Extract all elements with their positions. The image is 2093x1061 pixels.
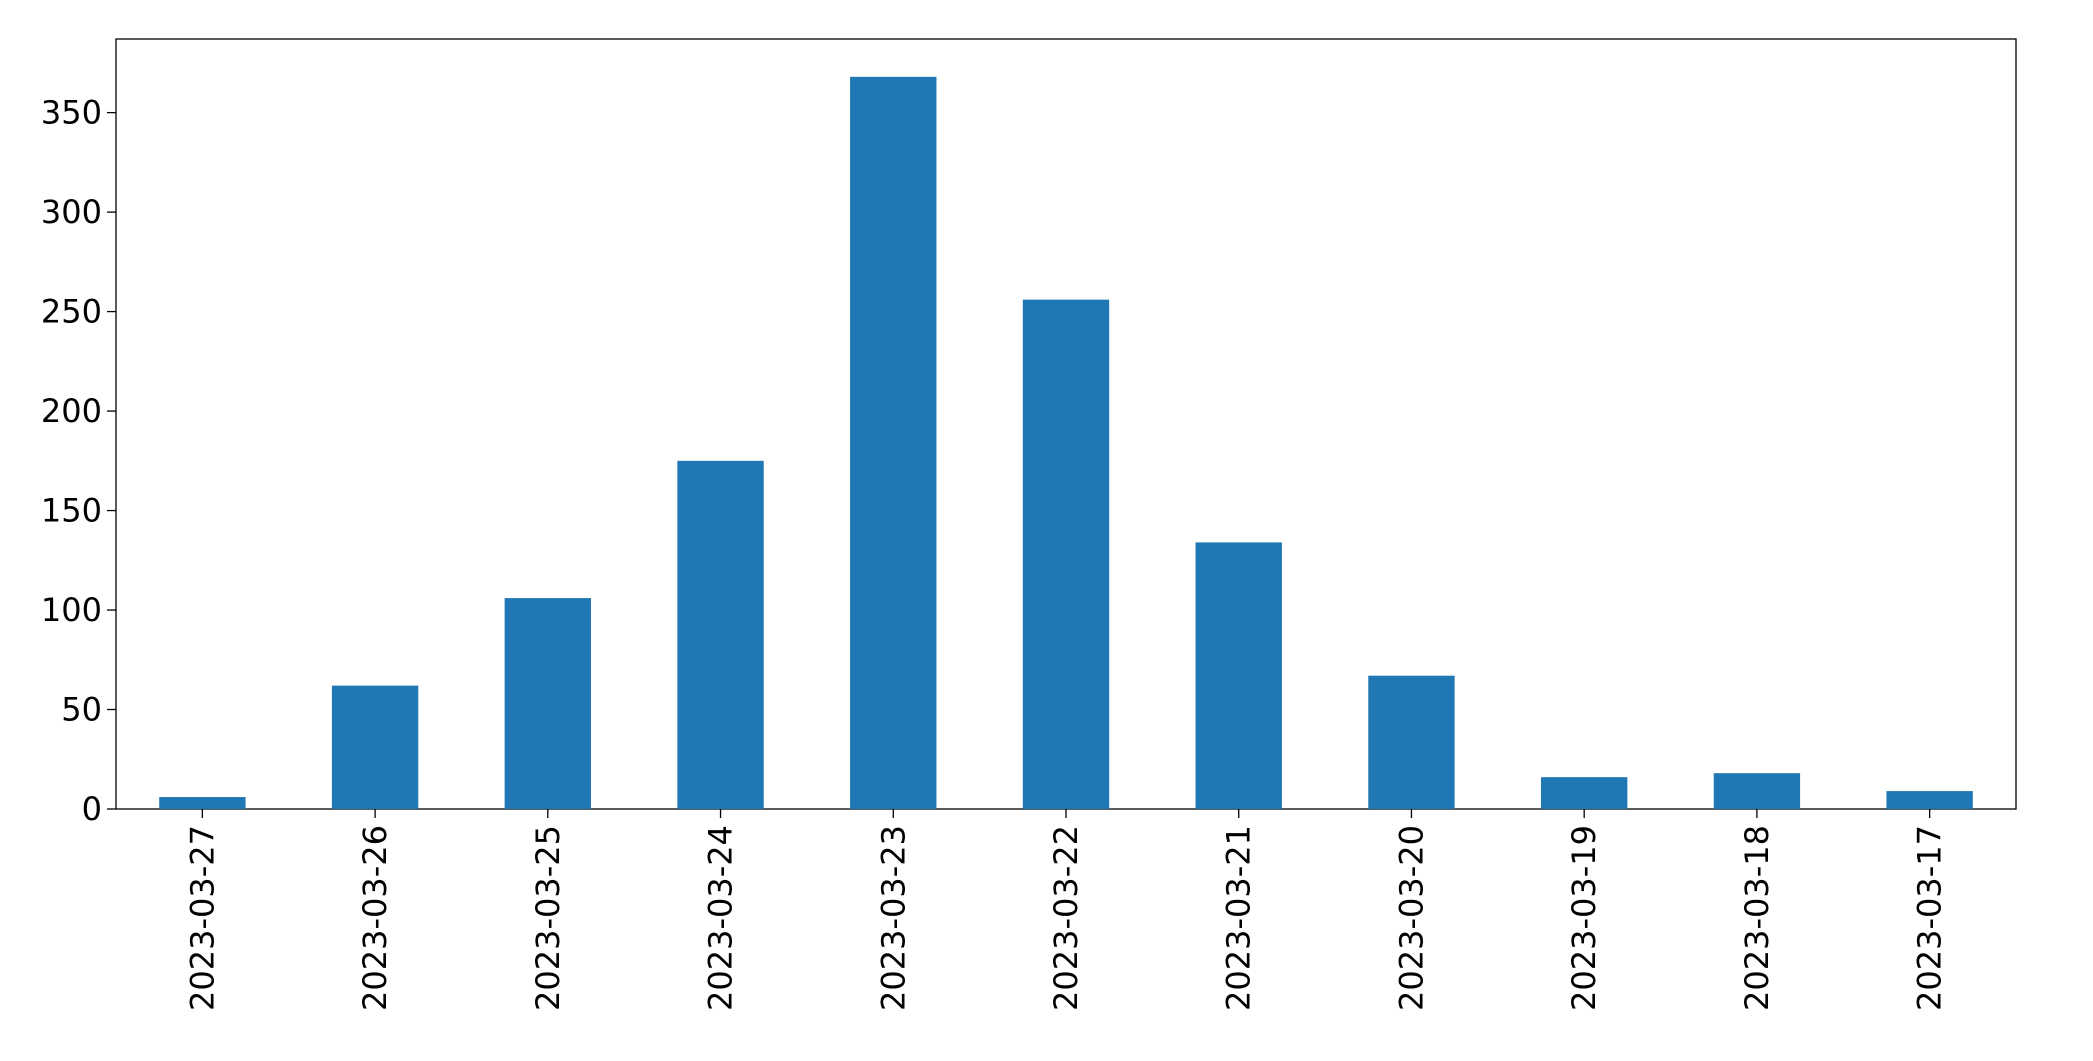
y-tick-label: 250 — [41, 293, 102, 331]
bar — [850, 76, 937, 810]
x-tick-label: 2023-03-22 — [1047, 825, 1085, 1011]
x-tick-label: 2023-03-23 — [874, 825, 912, 1011]
bar — [1195, 542, 1282, 809]
x-tick-label: 2023-03-27 — [183, 825, 221, 1011]
x-tick-label: 2023-03-19 — [1565, 825, 1603, 1011]
x-tick-label: 2023-03-18 — [1738, 825, 1776, 1011]
y-tick-label: 50 — [61, 691, 102, 729]
bar — [1368, 675, 1455, 809]
y-tick-label: 100 — [41, 591, 102, 629]
bar — [159, 797, 246, 809]
bar — [504, 598, 591, 809]
y-tick-label: 150 — [41, 492, 102, 530]
bar — [1713, 773, 1801, 809]
bar — [1886, 791, 1973, 809]
y-tick-label: 0 — [82, 790, 102, 828]
y-tick-label: 300 — [41, 193, 102, 231]
bar — [677, 460, 764, 809]
bar — [1022, 299, 1110, 809]
x-tick-label: 2023-03-24 — [702, 825, 740, 1011]
x-tick-label: 2023-03-20 — [1392, 825, 1430, 1011]
x-tick-label: 2023-03-25 — [529, 825, 567, 1011]
x-tick-label: 2023-03-21 — [1220, 825, 1258, 1011]
x-tick-label: 2023-03-26 — [356, 825, 394, 1011]
y-tick-label: 350 — [41, 94, 102, 132]
x-tick-label: 2023-03-17 — [1911, 825, 1949, 1011]
bar — [331, 685, 419, 809]
bar — [1541, 777, 1628, 809]
y-tick-label: 200 — [41, 392, 102, 430]
